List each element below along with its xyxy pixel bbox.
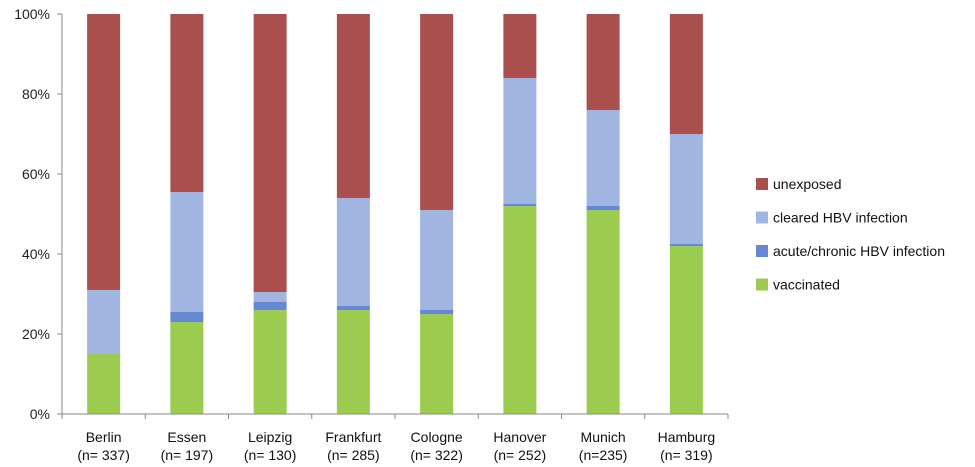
legend-swatch [756,278,768,291]
bar-segment-vaccinated [586,210,620,414]
x-category-count: (n= 285) [327,447,380,463]
bar-segment-unexposed [669,14,703,134]
bar-segment-unexposed [253,14,287,292]
bar-segment-unexposed [503,14,537,78]
bar-segment-cleared-hbv-infection [336,198,370,306]
bar-segment-acute-chronic-hbv-infection [253,302,287,310]
bar-segment-cleared-hbv-infection [669,134,703,244]
bar-segment-unexposed [336,14,370,198]
bar-segment-acute-chronic-hbv-infection [336,306,370,310]
legend-label: vaccinated [773,277,840,293]
x-category-count: (n= 130) [244,447,297,463]
bar-segment-vaccinated [87,354,121,414]
bar-segment-unexposed [586,14,620,110]
bar-segment-cleared-hbv-infection [170,192,204,312]
x-category-label: Essen [167,429,206,445]
y-tick-label: 100% [14,6,50,22]
y-axis: 0% 20% 40% 60% 80% 100% [14,6,62,422]
bar-segment-vaccinated [336,310,370,414]
bar-segment-acute-chronic-hbv-infection [669,244,703,246]
bar-segment-cleared-hbv-infection [503,78,537,204]
x-category-label: Munich [581,429,626,445]
bar-segment-acute-chronic-hbv-infection [503,204,537,206]
y-tick-label: 20% [22,326,50,342]
x-category-count: (n= 319) [660,447,713,463]
x-category-label: Cologne [411,429,463,445]
x-category-count: (n= 322) [410,447,463,463]
x-category-label: Berlin [86,429,122,445]
bar-segment-unexposed [170,14,204,192]
x-category-count: (n= 197) [161,447,214,463]
bar-segment-vaccinated [503,206,537,414]
bar-segment-cleared-hbv-infection [420,210,454,310]
bars-group [87,14,703,414]
x-category-count: (n= 252) [494,447,547,463]
x-category-label: Hanover [493,429,546,445]
bar-segment-cleared-hbv-infection [87,290,121,354]
x-category-label: Frankfurt [325,429,381,445]
x-category-count: (n= 337) [77,447,130,463]
legend-label: cleared HBV infection [773,210,908,226]
legend-label: unexposed [773,176,842,192]
y-tick-label: 80% [22,86,50,102]
bar-segment-acute-chronic-hbv-infection [420,310,454,314]
axes [61,14,729,419]
legend-swatch [756,178,768,190]
y-tick-label: 40% [22,246,50,262]
x-category-count: (n=235) [579,447,628,463]
bar-segment-cleared-hbv-infection [253,292,287,302]
bar-segment-unexposed [87,14,121,290]
x-axis-labels: Berlin (n= 337) Essen (n= 197) Leipzig (n= 13… [77,429,715,463]
bar-segment-vaccinated [420,314,454,414]
y-tick-label: 0% [30,406,50,422]
y-tick-label: 60% [22,166,50,182]
legend-swatch [756,245,768,257]
legend-label: acute/chronic HBV infection [773,243,945,259]
bar-segment-acute-chronic-hbv-infection [586,206,620,210]
bar-segment-unexposed [420,14,454,210]
legend-swatch [756,211,768,224]
legend: unexposed cleared HBV infection acute/chro… [756,176,945,293]
x-category-label: Leipzig [248,429,292,445]
bar-segment-acute-chronic-hbv-infection [170,312,204,322]
bar-segment-vaccinated [253,310,287,414]
bar-segment-vaccinated [669,246,703,414]
bar-segment-cleared-hbv-infection [586,110,620,206]
bar-segment-vaccinated [170,322,204,414]
x-category-label: Hamburg [658,429,716,445]
